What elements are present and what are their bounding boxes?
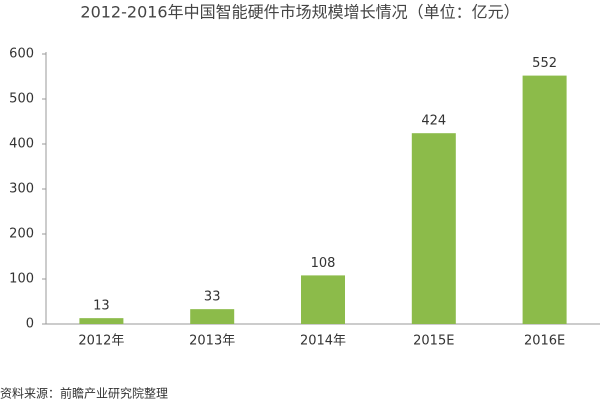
- y-tick-label: 100: [9, 272, 34, 287]
- y-tick-label: 600: [9, 47, 34, 62]
- x-tick-label: 2014年: [300, 334, 346, 349]
- y-tick-label: 300: [9, 182, 34, 197]
- source-note: 资料来源：前瞻产业研究院整理: [0, 386, 168, 401]
- x-tick-label: 2016E: [524, 334, 565, 349]
- chart-title: 2012-2016年中国智能硬件市场规模增长情况（单位：亿元）: [80, 3, 519, 22]
- value-label: 33: [204, 290, 221, 305]
- bar: [301, 275, 345, 324]
- value-label: 13: [93, 299, 110, 314]
- y-tick-label: 500: [9, 92, 34, 107]
- bar: [79, 318, 124, 324]
- bar: [522, 75, 567, 324]
- value-label: 552: [532, 56, 557, 71]
- y-tick-label: 0: [26, 317, 34, 332]
- y-tick-label: 400: [9, 137, 34, 152]
- value-label: 108: [311, 256, 336, 271]
- bar: [190, 309, 235, 324]
- x-tick-label: 2013年: [189, 334, 235, 349]
- bar: [411, 133, 456, 324]
- value-label: 424: [421, 114, 446, 129]
- x-tick-label: 2012年: [78, 334, 124, 349]
- x-tick-label: 2015E: [413, 334, 454, 349]
- y-tick-label: 200: [9, 227, 34, 242]
